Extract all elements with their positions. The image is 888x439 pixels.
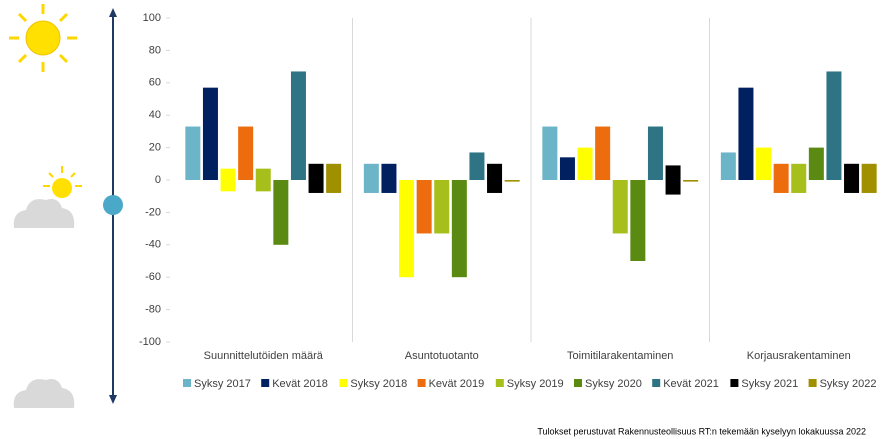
footnote: Tulokset perustuvat Rakennusteollisuus R…	[537, 426, 866, 436]
bar	[326, 163, 342, 193]
y-tick-label: 80	[149, 44, 161, 56]
y-tick-label: -80	[145, 304, 161, 316]
y-tick-label: -100	[139, 336, 161, 348]
bar	[808, 147, 824, 180]
legend-swatch	[574, 379, 582, 387]
x-tick-label: Suunnittelutöiden määrä	[204, 350, 324, 362]
x-tick-label: Korjausrakentaminen	[747, 350, 851, 362]
sun-icon	[43, 166, 82, 187]
bar	[220, 168, 236, 192]
bar	[665, 165, 681, 195]
legend-label: Kevät 2019	[429, 378, 485, 390]
y-tick-label: 0	[155, 174, 161, 186]
y-tick-label: 100	[143, 12, 161, 24]
bar	[738, 87, 754, 180]
legend-label: Syksy 2022	[820, 378, 877, 390]
bar	[612, 180, 628, 234]
bar	[290, 71, 306, 180]
legend-swatch	[339, 379, 348, 387]
bar	[773, 163, 789, 193]
bar	[363, 163, 379, 193]
bar	[308, 163, 324, 193]
bar	[202, 87, 218, 180]
bar	[487, 163, 503, 193]
x-tick-label: Asuntotuotanto	[405, 350, 479, 362]
marker-dot	[103, 195, 123, 215]
legend-label: Syksy 2019	[507, 378, 564, 390]
bar	[255, 168, 271, 192]
x-tick-label: Toimitilarakentaminen	[567, 350, 673, 362]
legend-label: Syksy 2020	[585, 378, 642, 390]
bar	[577, 147, 593, 180]
bar	[273, 180, 289, 245]
bar	[381, 163, 397, 193]
bar	[559, 157, 575, 180]
bar	[647, 126, 663, 180]
bar	[595, 126, 611, 180]
bar	[399, 180, 415, 278]
legend-label: Syksy 2018	[350, 378, 407, 390]
legend-label: Kevät 2021	[663, 378, 719, 390]
bar	[434, 180, 450, 234]
legend-swatch	[183, 379, 191, 387]
legend-swatch	[652, 379, 661, 387]
bar	[683, 180, 699, 182]
bar	[720, 152, 736, 180]
bar	[469, 152, 485, 180]
y-tick-label: 40	[149, 109, 161, 121]
bar	[185, 126, 201, 180]
legend-label: Syksy 2017	[194, 378, 251, 390]
sun-icon	[9, 4, 77, 72]
bar	[416, 180, 432, 234]
y-tick-label: -60	[145, 271, 161, 283]
cloud-icon	[13, 379, 75, 408]
bar	[791, 163, 807, 193]
decoration	[9, 4, 123, 408]
bar	[844, 163, 860, 193]
legend-label: Syksy 2021	[741, 378, 798, 390]
y-tick-label: -40	[145, 239, 161, 251]
legend-swatch	[261, 379, 270, 387]
bar	[542, 126, 558, 180]
legend-label: Kevät 2018	[272, 378, 328, 390]
bar	[630, 180, 646, 261]
legend-swatch	[417, 379, 426, 387]
sun-icon	[25, 20, 61, 56]
bar	[451, 180, 467, 278]
legend-swatch	[495, 379, 504, 387]
legend-swatch	[730, 379, 739, 387]
bar	[238, 126, 254, 180]
cloud-icon	[13, 199, 75, 228]
bar	[826, 71, 842, 180]
bar	[861, 163, 877, 193]
arrow-head	[109, 8, 117, 17]
bar	[504, 180, 520, 182]
bar	[756, 147, 772, 180]
arrow-head	[109, 395, 117, 404]
legend-swatch	[808, 379, 817, 387]
y-tick-label: -20	[145, 206, 161, 218]
sun-icon	[52, 178, 72, 198]
y-tick-label: 60	[149, 77, 161, 89]
y-tick-label: 20	[149, 142, 161, 154]
